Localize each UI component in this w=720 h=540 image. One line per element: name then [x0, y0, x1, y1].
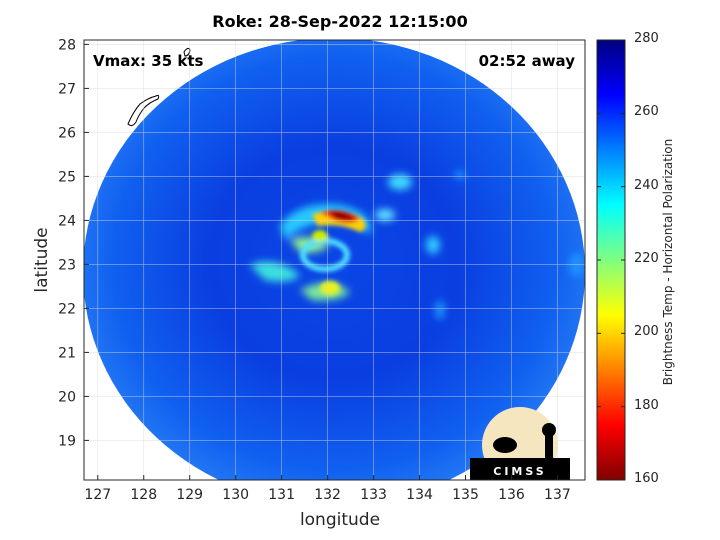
x-tick-label: 136	[498, 487, 525, 503]
time-away-label: 02:52 away	[478, 52, 575, 70]
y-tick-label: 28	[58, 37, 76, 53]
x-tick-label: 129	[176, 487, 203, 503]
x-tick-label: 131	[268, 487, 295, 503]
island-outline	[127, 94, 160, 127]
x-axis: 127 128 129 130 131 132 133 134 135 136 137	[84, 475, 571, 503]
y-tick-label: 25	[58, 169, 76, 185]
logo-text: CIMSS	[493, 465, 546, 478]
x-tick-label: 127	[84, 487, 111, 503]
x-tick-label: 128	[130, 487, 157, 503]
y-tick-label: 19	[58, 433, 76, 449]
storm-core	[300, 210, 366, 295]
colorbar-tick-label: 200	[634, 324, 659, 340]
satellite-swath	[84, 40, 585, 480]
y-axis: 28 27 26 25 24 23 22 21 20 19	[58, 37, 89, 449]
x-tick-label: 130	[222, 487, 249, 503]
grid	[84, 40, 585, 480]
y-tick-label: 24	[58, 213, 76, 229]
y-tick-label: 23	[58, 257, 76, 273]
colorbar-tick-label: 260	[634, 104, 659, 120]
y-tick-label: 27	[58, 81, 76, 97]
x-tick-label: 132	[314, 487, 341, 503]
colorbar-tick-label: 160	[634, 471, 659, 486]
vmax-label: Vmax: 35 kts	[93, 52, 204, 70]
x-tick-label: 133	[360, 487, 387, 503]
axes-frame	[83, 39, 586, 481]
chart-title: Roke: 28-Sep-2022 12:15:00	[212, 12, 468, 31]
y-tick-label: 21	[58, 345, 76, 361]
colorbar-tick-label: 220	[634, 251, 659, 266]
y-tick-label: 26	[58, 125, 76, 141]
colorbar-tick-label: 180	[634, 397, 659, 413]
y-axis-label: latitude	[32, 227, 52, 293]
x-tick-label: 135	[452, 487, 479, 503]
x-axis-label: longitude	[299, 510, 381, 530]
y-tick-label: 22	[58, 301, 76, 317]
colorbar-label: Brightness Temp - Horizontal Polarizatio…	[661, 138, 675, 386]
colorbar-tick-label: 280	[634, 31, 659, 46]
x-tick-label: 137	[544, 487, 571, 503]
colorbar-ticks	[597, 39, 625, 481]
x-tick-label: 134	[406, 487, 433, 503]
colorbar	[596, 39, 626, 481]
colorbar-tick-label: 240	[634, 177, 659, 193]
cimss-logo: CIMSS	[470, 407, 570, 480]
y-tick-label: 20	[58, 389, 76, 405]
